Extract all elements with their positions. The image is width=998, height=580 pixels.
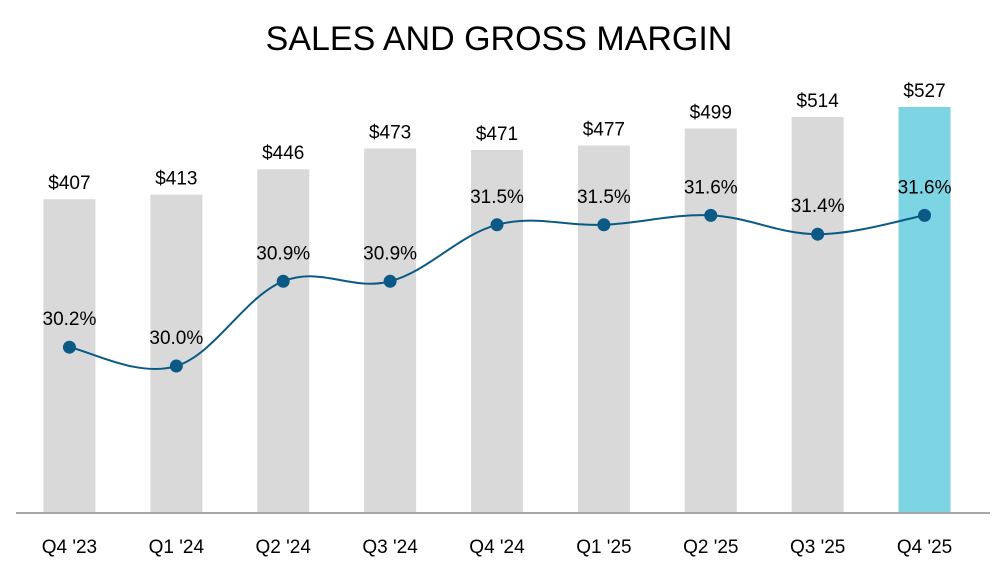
x-tick-label: Q1 '24: [149, 537, 205, 558]
bar-value-label: $446: [262, 143, 304, 164]
chart-title: SALES AND GROSS MARGIN: [265, 20, 733, 58]
x-tick-label: Q2 '24: [256, 537, 312, 558]
bar-8: [791, 116, 844, 512]
x-tick-label: Q4 '24: [469, 537, 525, 558]
margin-value-label: 31.6%: [684, 177, 738, 198]
bar-5: [471, 150, 523, 512]
margin-point-8: [811, 227, 825, 241]
margin-value-label: 31.5%: [577, 187, 631, 208]
margin-value-label: 30.9%: [363, 243, 417, 264]
bar-1: [43, 199, 96, 513]
bar-value-label: $407: [48, 173, 90, 194]
x-tick-label: Q1 '25: [576, 537, 631, 558]
bar-2: [150, 194, 203, 512]
bar-value-label: $499: [690, 103, 732, 124]
margin-value-label: 31.4%: [791, 196, 845, 217]
bar-value-label: $473: [369, 122, 411, 143]
margin-point-1: [62, 340, 76, 354]
bar-3: [257, 169, 310, 512]
margin-value-label: 31.5%: [470, 187, 524, 208]
x-tick-label: Q3 '24: [362, 537, 418, 558]
margin-value-label: 30.2%: [43, 309, 97, 330]
bar-9: [898, 107, 951, 512]
margin-point-5: [490, 218, 504, 232]
margin-point-9: [918, 208, 932, 222]
bar-value-label: $471: [476, 124, 518, 145]
x-tick-label: Q4 '23: [42, 537, 97, 558]
margin-value-label: 30.9%: [256, 243, 310, 264]
bar-value-label: $514: [797, 91, 840, 112]
x-tick-label: Q2 '25: [683, 537, 738, 558]
margin-point-3: [276, 274, 290, 288]
bar-value-label: $413: [155, 169, 197, 190]
margin-point-2: [169, 359, 183, 373]
x-tick-label: Q4 '25: [897, 537, 952, 558]
x-tick-label: Q3 '25: [790, 537, 845, 558]
bar-6: [577, 145, 630, 512]
bar-7: [684, 128, 737, 513]
margin-point-7: [704, 208, 718, 222]
bar-4: [364, 148, 417, 512]
bar-value-label: $477: [583, 119, 625, 140]
margin-value-label: 31.6%: [898, 177, 952, 198]
margin-point-4: [383, 274, 397, 288]
margin-value-label: 30.0%: [149, 328, 203, 349]
margin-point-6: [597, 218, 611, 232]
bar-value-label: $527: [903, 81, 945, 102]
